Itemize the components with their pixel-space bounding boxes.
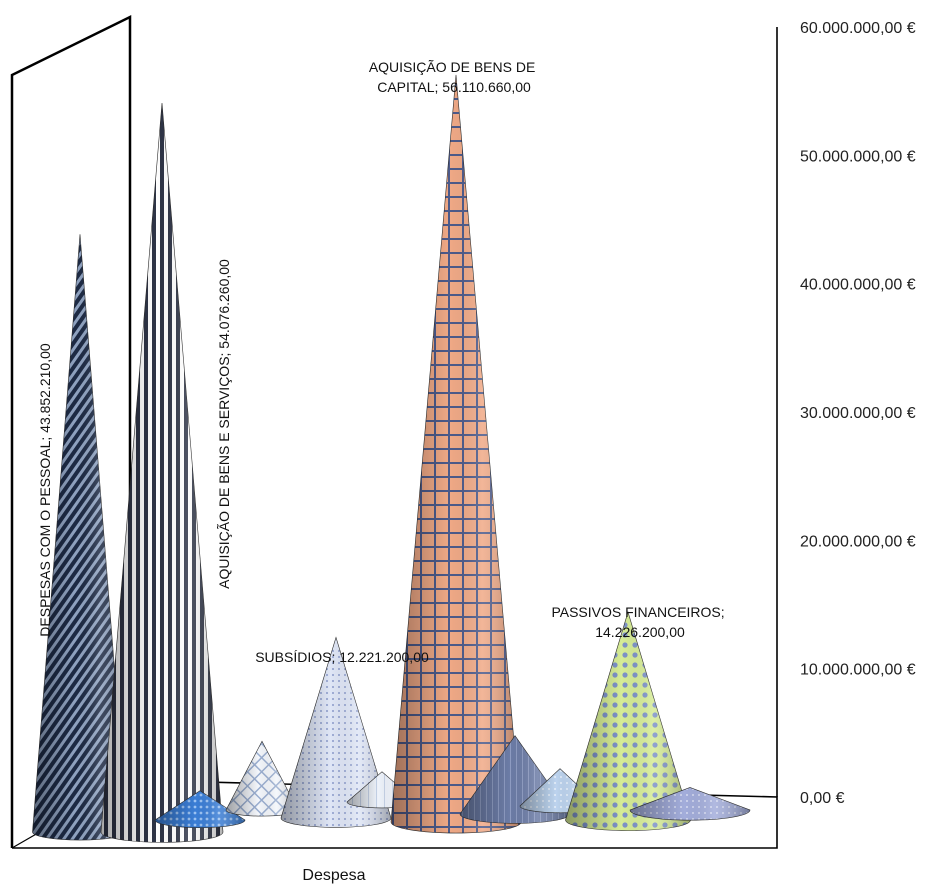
cone-shading [281,637,391,828]
cone-shading [226,741,298,817]
cone-shading [565,612,691,831]
label-aquisicao-bens-servicos: AQUISIÇÃO DE BENS E SERVIÇOS; 54.076.260… [216,259,232,589]
y-tick-label: 20.000.000,00 € [800,533,916,550]
cone-shading [32,234,128,841]
label-despesas-pessoal: DESPESAS COM O PESSOAL; 43.852.210,00 [37,343,53,637]
back-wall-frame [10,14,132,848]
cone-2 [100,102,224,843]
cone-3 [154,790,246,828]
y-axis-ticks: 0,00 € 10.000.000,00 € 20.000.000,00 € 30.0… [800,20,916,807]
cone-shading [630,787,750,821]
cone-5 [280,636,392,828]
cone-shading [391,74,521,834]
label-aquisicao-bens-capital: AQUISIÇÃO DE BENS DE CAPITAL; 56.110.660… [369,59,539,95]
cone-series [32,74,751,843]
y-tick-label: 0,00 € [800,790,845,807]
y-tick-label: 50.000.000,00 € [800,148,916,165]
y-tick-label: 40.000.000,00 € [800,277,916,294]
y-tick-label: 10.000.000,00 € [800,662,916,679]
x-axis-title: Despesa [302,867,365,884]
y-tick-label: 60.000.000,00 € [800,20,916,37]
cone-10 [565,610,691,831]
label-passivos-financeiros: PASSIVOS FINANCEIROS; 14.226.200,00 [551,604,728,640]
y-tick-label: 30.000.000,00 € [800,405,916,422]
cone-shading [155,790,245,828]
cone-7 [390,74,522,834]
cone-shading [101,103,223,843]
data-labels: DESPESAS COM O PESSOAL; 43.852.210,00 AQ… [37,59,728,665]
label-subsidios: SUBSÍDIOS; 12.221.200,00 [255,649,429,665]
cone-11 [629,787,751,821]
